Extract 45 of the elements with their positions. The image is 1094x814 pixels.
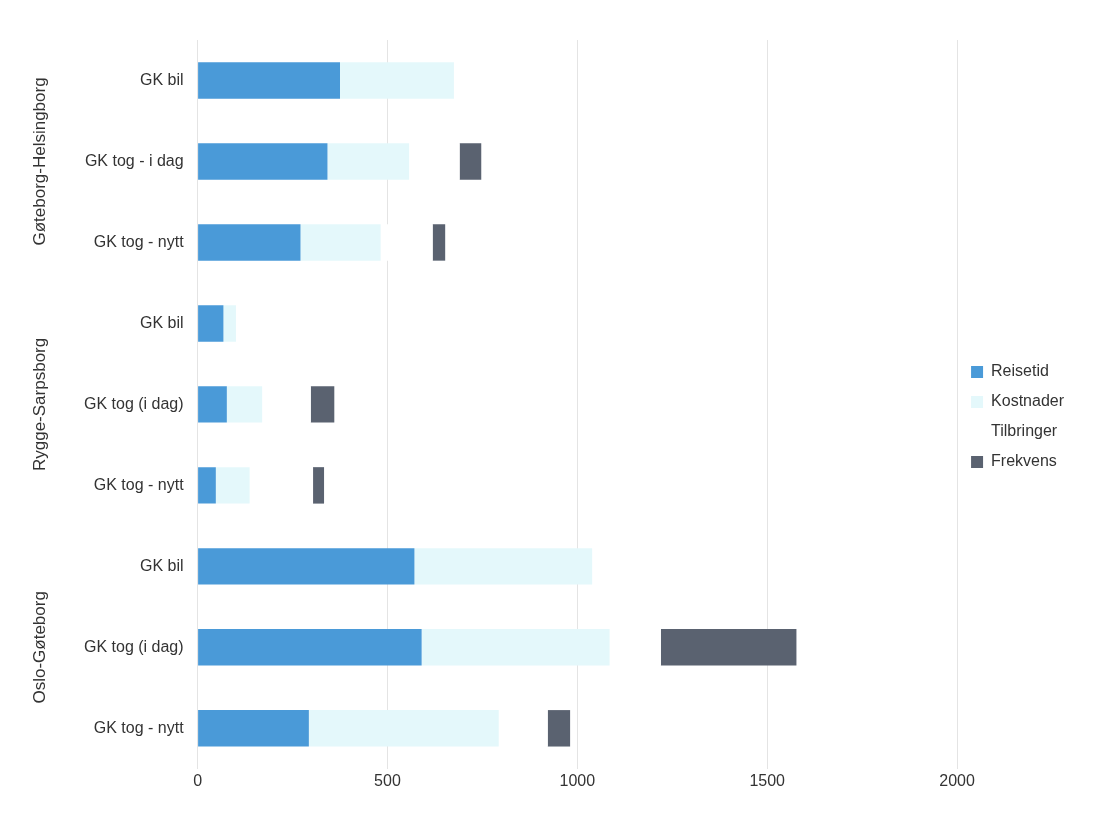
text: Tilbringer [991,422,1058,440]
bar [198,386,227,423]
bar [198,467,216,504]
y-tick-label: GK tog - nytt [93,232,185,250]
x-tick-label: 500 [374,771,401,789]
bar [547,710,571,747]
bar [198,548,415,585]
y-tick-label: GK tog - i dag [84,151,184,169]
x-tick-label: 0 [193,771,203,789]
bar [198,305,224,342]
bar [313,467,325,504]
bar [198,143,328,180]
bar [327,143,410,180]
x-tick-label: 1500 [749,771,786,789]
text: Gøteborg-Helsingborg [29,77,49,246]
bar [215,467,250,504]
bar [660,629,797,666]
legend-label: Frekvens [991,452,1057,470]
y-tick-label: GK bil [140,556,184,574]
bar [459,143,482,180]
bar [226,386,263,423]
y-tick-label: GK bil [140,313,184,331]
bar [421,629,610,666]
bar [198,629,422,666]
legend-label: Kostnader [991,392,1065,410]
bar [414,548,593,585]
y-tick-label: GK tog (i dag) [83,637,184,655]
bar [198,62,340,99]
bar [432,224,446,261]
bar [223,305,236,342]
y-tick-label: GK tog - nytt [93,475,185,493]
y-tick-label: GK tog (i dag) [83,394,184,412]
bar [310,386,335,423]
y-tick-label: GK bil [140,70,184,88]
text: Rygge-Sarpsborg [29,337,49,472]
bar [198,224,301,261]
text: Oslo-Gøteborg [29,591,49,704]
x-tick-label: 1000 [559,771,596,789]
y-tick-label: GK tog - nytt [93,718,185,736]
bar [340,62,454,99]
x-tick-label: 2000 [939,771,975,789]
bar [198,710,309,747]
legend-label: Reisetid [991,362,1049,380]
bar [300,224,381,261]
bar [308,710,499,747]
